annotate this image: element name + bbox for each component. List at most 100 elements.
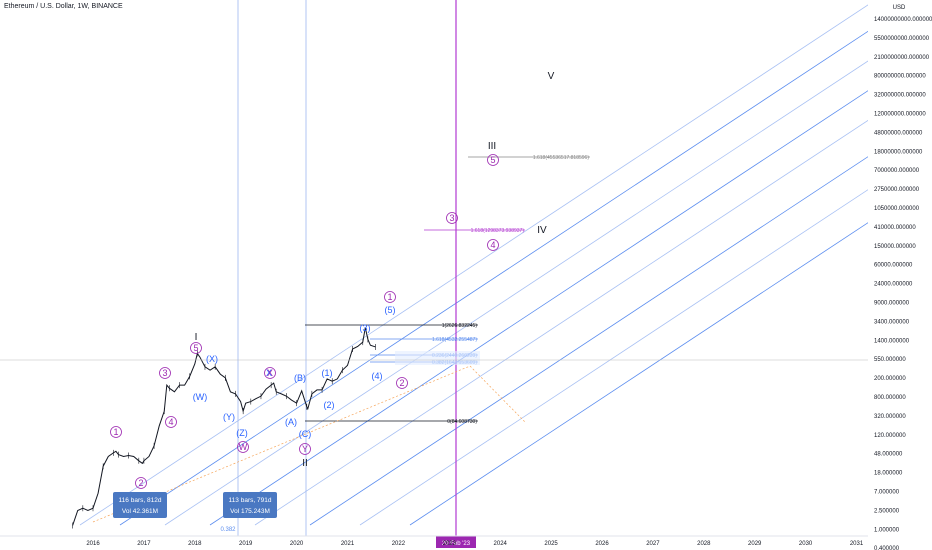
wave-circle <box>110 426 122 438</box>
pitchfork-line <box>79 0 877 526</box>
x-tick-label: 2017 <box>137 541 151 547</box>
info-boxes: 116 bars, 812d Vol 42.361M 113 bars, 791d V… <box>113 492 277 518</box>
y-tick-label: 800.000000 <box>874 395 906 401</box>
y-tick-label: 320000000.000000 <box>874 93 926 99</box>
y-tick-label: 200.000000 <box>874 376 906 382</box>
wave-circle <box>135 477 147 489</box>
wave-circle <box>487 239 499 251</box>
wave-label-blue: (2) <box>324 400 335 410</box>
pitchfork-line <box>254 77 932 526</box>
wave-label-blue: (C) <box>299 429 312 439</box>
wave-circle <box>299 443 311 455</box>
x-tick-label: 2026 <box>595 541 609 547</box>
x-tick-label: 2024 <box>494 541 508 547</box>
wave-circle <box>396 377 408 389</box>
wave-label-dark: II <box>302 458 308 469</box>
fib-level-label: 1.618(4532.255487) <box>432 337 477 343</box>
wave-label-blue: (1) <box>322 368 333 378</box>
x-tick-label: 2022 <box>392 541 406 547</box>
fib-levels: 1.618(45536517.818596) 1.618(1298373.9389… <box>220 155 590 533</box>
y-axis-panel <box>868 0 932 550</box>
wave-label-pink: 4 <box>168 417 173 427</box>
y-tick-label: 800000000.000000 <box>874 74 926 80</box>
y-tick-label: 48000000.000000 <box>874 130 923 136</box>
y-tick-label: 7000000.000000 <box>874 168 920 174</box>
y-tick-label: 120.000000 <box>874 433 906 439</box>
fib-zone <box>395 351 480 365</box>
y-tick-label: 410000.000000 <box>874 225 916 231</box>
wave-label-dark: V <box>548 71 555 82</box>
x-tick-label: 2021 <box>341 541 355 547</box>
wave-label-pink: Y <box>302 444 308 454</box>
wave-label-blue: (W) <box>193 392 208 402</box>
pitchfork-line <box>209 48 932 526</box>
wave-label-pink: 1 <box>113 427 118 437</box>
wave-circle <box>165 416 177 428</box>
wave-label-pink: 3 <box>449 213 454 223</box>
fib-level-label: 1.618(1298373.938937) <box>471 228 525 234</box>
x-tick-label: 2029 <box>748 541 762 547</box>
wave-circle <box>264 367 276 379</box>
wave-label-pink: 2 <box>399 378 404 388</box>
y-tick-label: 5500000000.000000 <box>874 36 930 42</box>
y-tick-label: 1400.000000 <box>874 338 910 344</box>
pitchfork-lines <box>79 0 932 526</box>
y-tick-label: 18000000.000000 <box>874 149 923 155</box>
wave-label-blue: (3) <box>360 323 371 333</box>
wave-label-blue: (5) <box>385 305 396 315</box>
projection-line-2 <box>469 365 526 423</box>
wave-label-blue: (Y) <box>223 412 235 422</box>
wave-label-pink: 2 <box>138 478 143 488</box>
wave-circle <box>159 367 171 379</box>
pitchfork-line <box>409 180 932 526</box>
y-tick-label: 2.500000 <box>874 508 900 514</box>
wave-label-pink: 5 <box>193 343 198 353</box>
x-tick-label: 2019 <box>239 541 253 547</box>
x-tick-label: 2030 <box>799 541 813 547</box>
wave-label-pink: 5 <box>490 155 495 165</box>
y-tick-label: 3400.000000 <box>874 319 910 325</box>
y-tick-label: 320.000000 <box>874 414 906 420</box>
wave-label-pink: 1 <box>387 292 392 302</box>
wave-label-blue: (X) <box>206 354 218 364</box>
pitchfork-line <box>309 114 932 526</box>
fib-level-label: 1(2626.832245) <box>442 323 478 329</box>
wave-circle <box>237 441 249 453</box>
x-tick-label: 2023 <box>443 541 457 547</box>
y-tick-label: 550.000000 <box>874 357 906 363</box>
info-box-vol: Vol 175.243M <box>230 508 270 515</box>
wave-label-dark: III <box>488 141 496 152</box>
wave-label-blue: X <box>266 368 272 378</box>
x-tick-label: 2025 <box>544 541 558 547</box>
y-tick-label: 9000.000000 <box>874 301 910 307</box>
pitchfork-line <box>164 18 932 526</box>
y-tick-label: 14000000000.000000 <box>874 17 932 23</box>
wave-label-pink: 4 <box>490 240 495 250</box>
wave-label-dark: I <box>195 332 198 343</box>
info-box-vol: Vol 42.361M <box>122 508 158 515</box>
wave-circle <box>487 154 499 166</box>
info-box-bars: 116 bars, 812d <box>119 497 162 504</box>
wave-circle <box>190 342 202 354</box>
y-tick-label: 2100000000.000000 <box>874 55 930 61</box>
info-box <box>223 492 277 518</box>
info-box <box>113 492 167 518</box>
fib-0382-label: 0.382 <box>220 527 236 533</box>
y-axis-unit-label: USD <box>893 5 906 11</box>
x-tick-label: 2027 <box>646 541 660 547</box>
x-tick-label: 2018 <box>188 541 202 547</box>
x-tick-label: 2016 <box>86 541 100 547</box>
y-tick-label: 60000.000000 <box>874 263 913 269</box>
wave-label-dark: IV <box>537 225 547 236</box>
y-tick-label: 150000.000000 <box>874 244 916 250</box>
fib-level-label: 0(84.608730) <box>447 419 477 425</box>
wave-label-pink: W <box>239 442 248 452</box>
wave-label-pink: 3 <box>162 368 167 378</box>
y-tick-label: 24000.000000 <box>874 282 913 288</box>
y-tick-label: 0.400000 <box>874 546 900 550</box>
wave-label-blue: (Z) <box>236 428 248 438</box>
y-tick-label: 120000000.000000 <box>874 112 926 118</box>
wave-circle <box>446 212 458 224</box>
